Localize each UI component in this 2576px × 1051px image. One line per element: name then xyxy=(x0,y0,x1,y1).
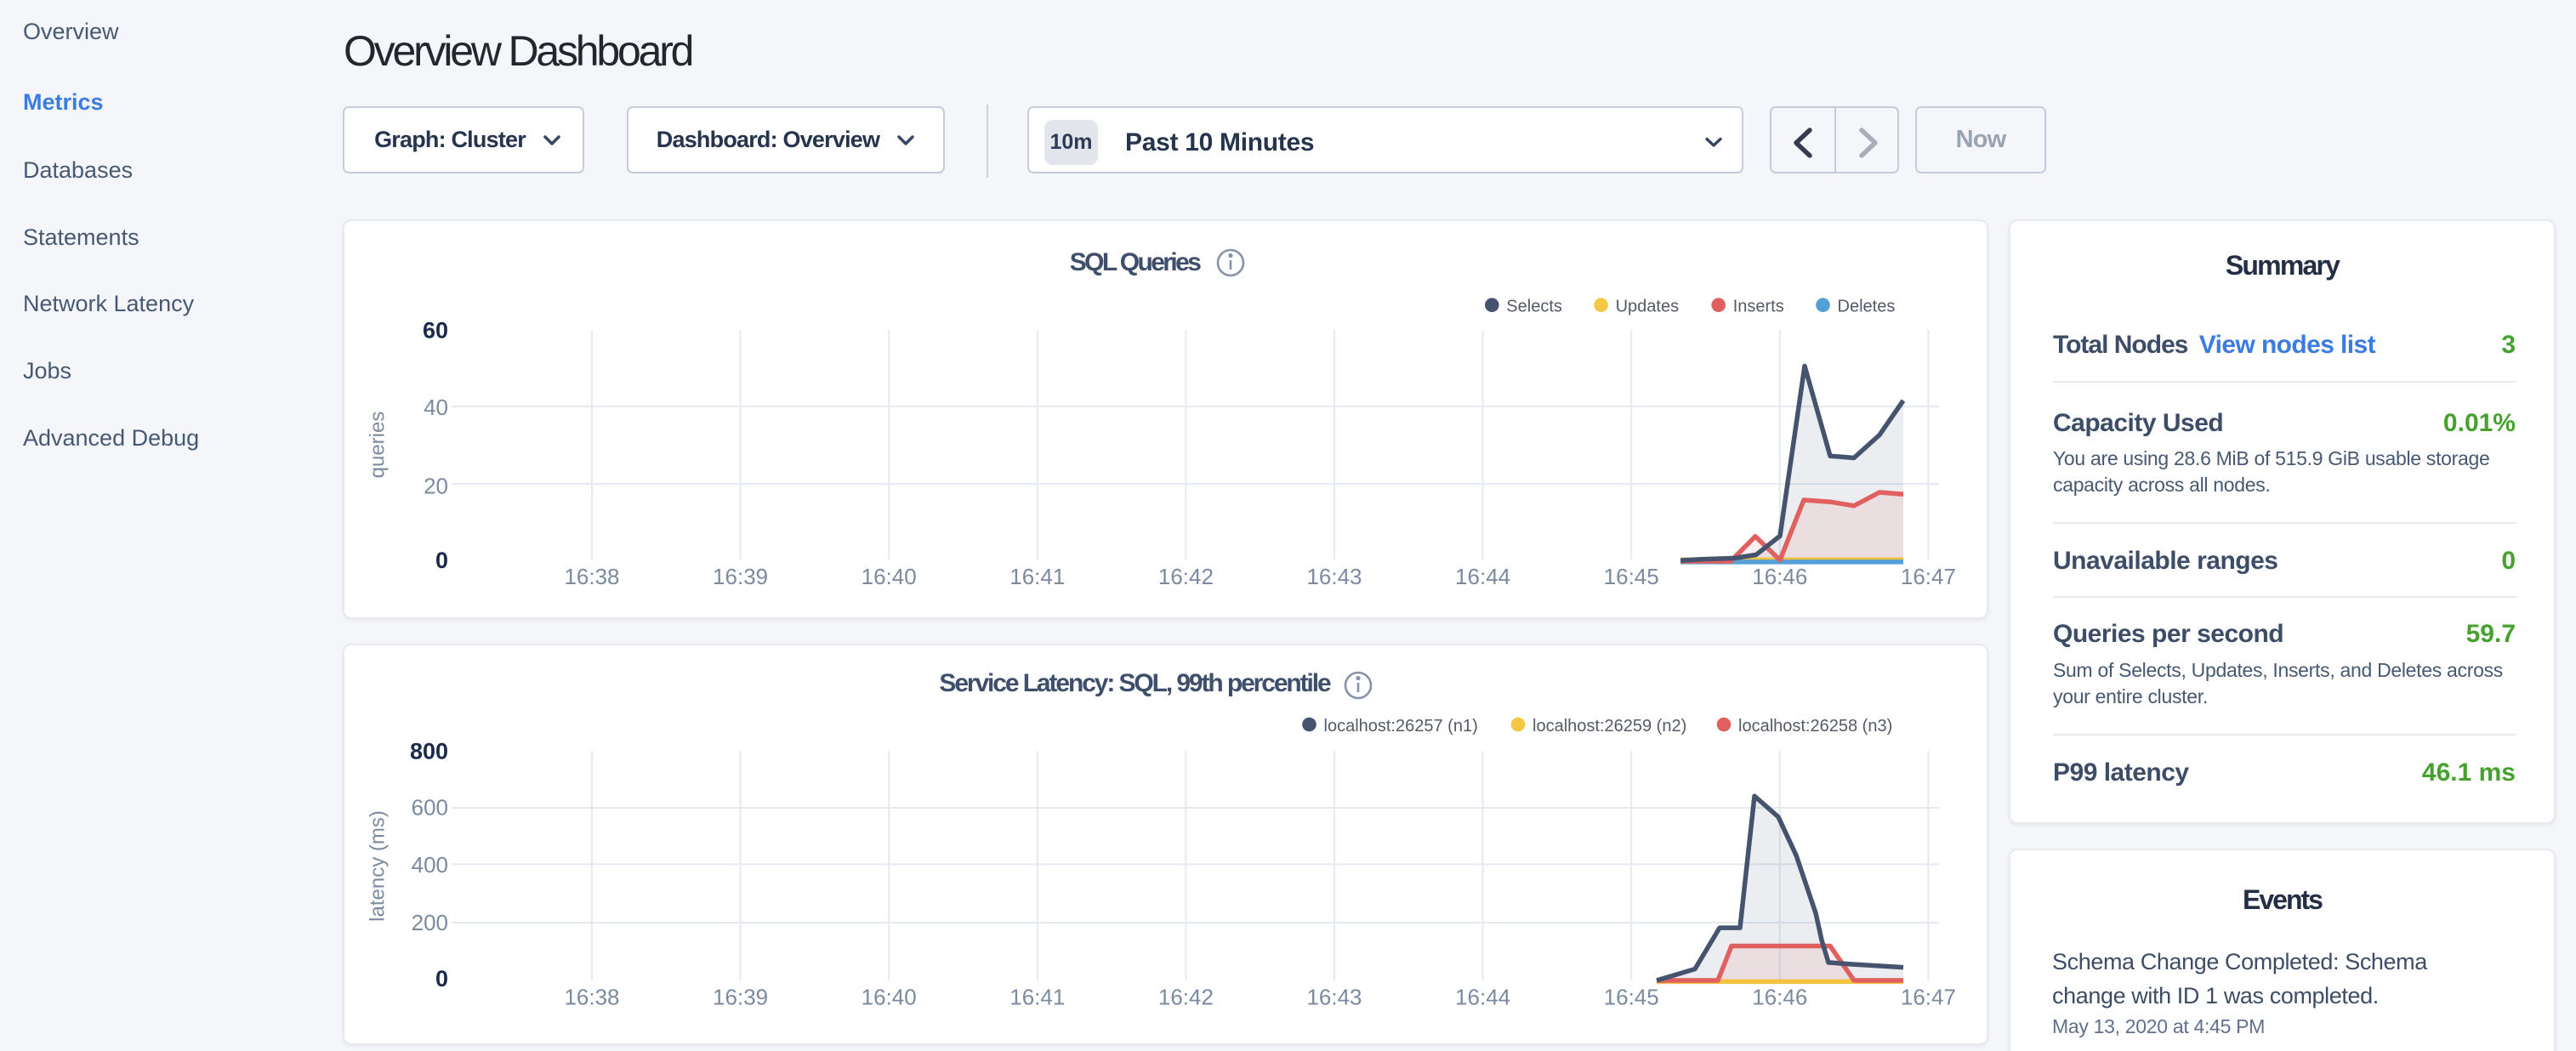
svg-text:800: 800 xyxy=(410,738,448,764)
svg-text:16:38: 16:38 xyxy=(564,564,619,589)
svg-text:16:43: 16:43 xyxy=(1306,984,1362,1009)
svg-text:16:45: 16:45 xyxy=(1604,564,1659,589)
svg-text:16:38: 16:38 xyxy=(564,984,619,1009)
svg-text:latency (ms): latency (ms) xyxy=(367,810,390,922)
svg-text:Service Latency: SQL, 99th per: Service Latency: SQL, 99th percentile xyxy=(939,669,1331,697)
svg-text:16:42: 16:42 xyxy=(1158,564,1214,589)
svg-text:16:40: 16:40 xyxy=(862,564,917,589)
svg-text:16:46: 16:46 xyxy=(1752,564,1807,589)
svg-text:16:42: 16:42 xyxy=(1158,984,1214,1009)
svg-text:20: 20 xyxy=(424,473,448,498)
svg-text:16:41: 16:41 xyxy=(1009,564,1065,589)
svg-text:16:43: 16:43 xyxy=(1306,564,1362,589)
svg-text:16:44: 16:44 xyxy=(1455,984,1510,1009)
svg-text:400: 400 xyxy=(412,852,448,878)
svg-text:0: 0 xyxy=(435,548,448,573)
svg-text:Deletes: Deletes xyxy=(1838,298,1896,316)
svg-text:16:40: 16:40 xyxy=(862,984,917,1009)
svg-text:queries: queries xyxy=(367,412,390,479)
svg-text:16:47: 16:47 xyxy=(1901,984,1956,1009)
svg-text:localhost:26257 (n1): localhost:26257 (n1) xyxy=(1324,717,1478,736)
svg-text:localhost:26258 (n3): localhost:26258 (n3) xyxy=(1738,717,1892,736)
svg-text:16:45: 16:45 xyxy=(1604,984,1659,1009)
svg-text:Updates: Updates xyxy=(1616,298,1680,316)
svg-text:200: 200 xyxy=(412,910,448,935)
svg-text:0: 0 xyxy=(435,966,448,991)
svg-text:16:47: 16:47 xyxy=(1901,564,1956,589)
svg-text:16:39: 16:39 xyxy=(713,564,768,589)
svg-text:Inserts: Inserts xyxy=(1733,298,1784,316)
svg-text:SQL Queries: SQL Queries xyxy=(1070,248,1202,276)
svg-text:Selects: Selects xyxy=(1506,298,1562,316)
svg-text:16:46: 16:46 xyxy=(1752,984,1807,1009)
svg-text:16:41: 16:41 xyxy=(1009,984,1065,1009)
svg-text:localhost:26259 (n2): localhost:26259 (n2) xyxy=(1533,717,1686,736)
svg-text:40: 40 xyxy=(424,395,448,420)
svg-text:16:39: 16:39 xyxy=(713,984,768,1009)
svg-text:60: 60 xyxy=(423,317,448,343)
svg-text:16:44: 16:44 xyxy=(1455,564,1510,589)
svg-text:600: 600 xyxy=(412,794,448,820)
